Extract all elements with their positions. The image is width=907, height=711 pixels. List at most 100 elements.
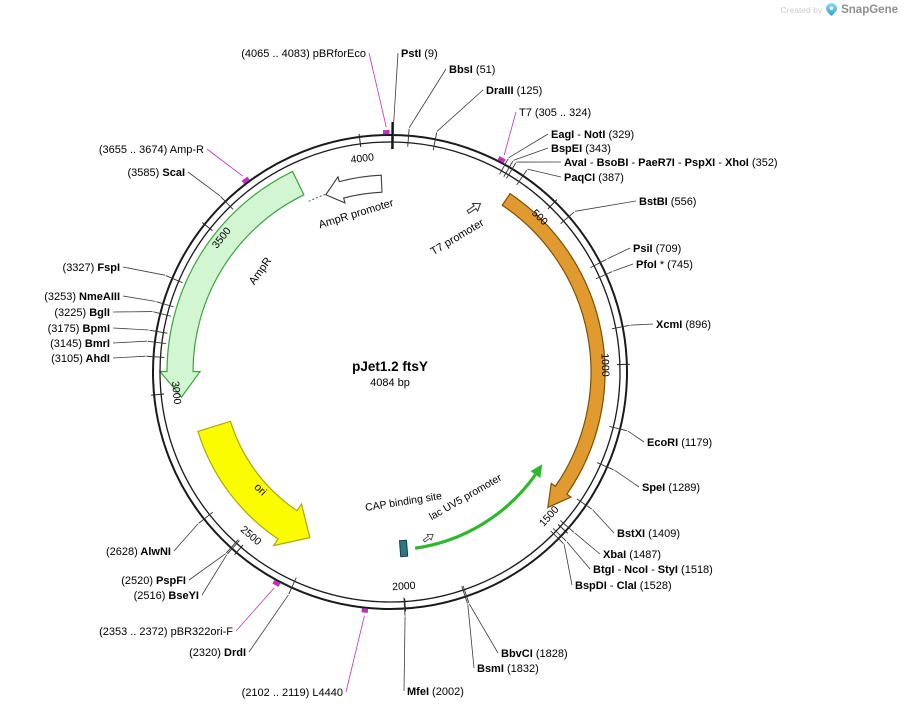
ampr-label[interactable]: AmpR (247, 255, 274, 287)
site-leader-line (592, 509, 615, 534)
feature-cap-box[interactable] (398, 539, 409, 558)
position-tick (201, 222, 213, 232)
site-label-bstBI[interactable]: BstBI (556) (639, 196, 696, 208)
feature-lacuv5[interactable] (414, 473, 537, 550)
site-label-draIII[interactable]: DraIII (125) (486, 85, 542, 97)
position-tick (234, 544, 244, 556)
site-tick (516, 169, 528, 186)
site-tick (288, 577, 297, 595)
site-label-ahdI[interactable]: (3105) AhdI (51, 353, 110, 365)
site-tick (550, 530, 564, 544)
site-leader-line (508, 133, 549, 159)
site-tick (576, 498, 593, 510)
site-leader-line (206, 148, 244, 177)
site-label-pstI[interactable]: PstI (9) (401, 48, 438, 60)
site-leader-line (368, 52, 387, 128)
site-tick (147, 340, 166, 345)
site-tick (165, 275, 183, 284)
site-tick (149, 329, 168, 334)
site-label-pfoI[interactable]: PfoI * (745) (636, 259, 693, 271)
site-label-drdI[interactable]: (2320) DrdI (189, 647, 246, 659)
position-tick (151, 393, 165, 396)
t7-promoter-icon (466, 202, 482, 215)
primer-mark-pbr322ori-f-primer[interactable] (272, 579, 281, 587)
site-label-bbsI[interactable]: BbsI (51) (449, 64, 495, 76)
site-label-bglI[interactable]: (3225) BglI (54, 307, 110, 319)
site-tick (432, 132, 438, 151)
site-tick (499, 158, 509, 175)
site-leader-line (392, 52, 399, 128)
site-label-speI[interactable]: SpeI (1289) (642, 482, 700, 494)
site-label-xbaI[interactable]: XbaI (1487) (603, 549, 661, 561)
site-tick (611, 324, 630, 330)
site-label-bspDI-claI[interactable]: BspDI - ClaI (1528) (575, 580, 672, 592)
site-label-alwNI[interactable]: (2628) AlwNI (106, 546, 171, 558)
site-label-scaI[interactable]: (3585) ScaI (128, 167, 185, 179)
primer-mark-l4440-primer[interactable] (361, 608, 369, 613)
site-leader-line (566, 541, 591, 570)
site-label-paqCI[interactable]: PaqCI (387) (564, 172, 624, 184)
ampr-promoter-label[interactable]: AmpR promoter (317, 197, 395, 231)
site-tick (146, 355, 165, 358)
site-label-bstXI[interactable]: BstXI (1409) (617, 528, 680, 540)
site-tick (407, 128, 410, 147)
site-tick (403, 597, 406, 616)
site-label-mfeI[interactable]: MfeI (2002) (407, 686, 464, 698)
site-tick (462, 585, 470, 604)
site-leader-line (248, 594, 289, 653)
position-tick-label: 1000 (599, 353, 612, 377)
site-leader-line (574, 200, 637, 212)
feature-ampr[interactable] (158, 170, 305, 399)
lac-promoter-icon (422, 534, 434, 543)
primer-mark-amp-r-primer[interactable] (241, 176, 250, 184)
site-label-psiI[interactable]: PsiI (709) (633, 243, 681, 255)
watermark-created-by: Created by (780, 4, 823, 15)
site-label-btgI-ncoI-styI[interactable]: BtgI - NcoI - StyI (1518) (593, 564, 713, 576)
feature-ampr-promoter-arrow[interactable] (324, 174, 383, 204)
site-label-bmrI[interactable]: (3145) BmrI (50, 338, 110, 350)
position-tick-label: 2500 (238, 524, 264, 548)
site-label-t7-primer[interactable]: T7 (305 .. 324) (519, 107, 591, 119)
site-label-pbr322ori-f-primer[interactable]: (2353 .. 2372) pBR322ori-F (99, 626, 233, 638)
site-leader-line (627, 430, 645, 443)
site-tick (609, 425, 627, 432)
site-leader-line (436, 89, 484, 132)
site-label-nmeAIII[interactable]: (3253) NmeAIII (44, 291, 120, 303)
site-tick (225, 539, 239, 554)
site-label-avaI-bsoBI-paeR7I-pspXI-xhoI[interactable]: AvaI - BsoBI - PaeR7I - PspXI - XhoI (35… (564, 157, 778, 169)
site-label-pbrforeco-primer[interactable]: (4065 .. 4083) pBRforEco (241, 48, 366, 60)
feature-insert[interactable] (501, 192, 606, 509)
site-tick (560, 520, 575, 533)
site-label-bpmI[interactable]: (3175) BpmI (48, 323, 110, 335)
position-tick (547, 199, 558, 210)
feature-lacuv5-head (530, 464, 543, 479)
site-leader-line (527, 168, 562, 178)
site-leader-line (513, 147, 549, 161)
site-label-l4440-primer[interactable]: (2102 .. 2119) L4440 (242, 687, 343, 699)
site-leader-line (468, 603, 499, 654)
position-tick (358, 133, 362, 147)
site-tick (596, 462, 614, 471)
site-label-pspFI[interactable]: (2520) PspFI (121, 575, 186, 587)
site-label-eagI-notI[interactable]: EagI - NotI (329) (551, 129, 634, 141)
site-tick (461, 586, 468, 604)
t7-promoter-label[interactable]: T7 promoter (429, 217, 487, 258)
site-label-ecoRI[interactable]: EcoRI (1179) (647, 437, 712, 449)
site-tick (552, 528, 567, 542)
site-tick (156, 301, 174, 308)
site-label-xcmI[interactable]: XcmI (896) (656, 319, 711, 331)
site-leader-line (235, 587, 275, 632)
primer-mark-t7-primer[interactable] (497, 156, 506, 163)
site-leader-line (563, 544, 573, 586)
site-label-amp-r-primer[interactable]: (3655 .. 3674) Amp-R (99, 144, 204, 156)
site-label-bspEI[interactable]: BspEI (343) (551, 143, 611, 155)
site-leader-line (112, 327, 149, 331)
site-leader-line (630, 323, 654, 326)
site-label-bbvCI[interactable]: BbvCI (1828) (501, 648, 568, 660)
site-label-fspI[interactable]: (3327) FspI (63, 262, 120, 274)
feature-ori[interactable] (197, 420, 311, 547)
watermark: Created by SnapGene (781, 3, 898, 16)
site-label-bseYI[interactable]: (2516) BseYI (134, 590, 199, 602)
site-label-bsmI[interactable]: BsmI (1832) (477, 663, 539, 675)
